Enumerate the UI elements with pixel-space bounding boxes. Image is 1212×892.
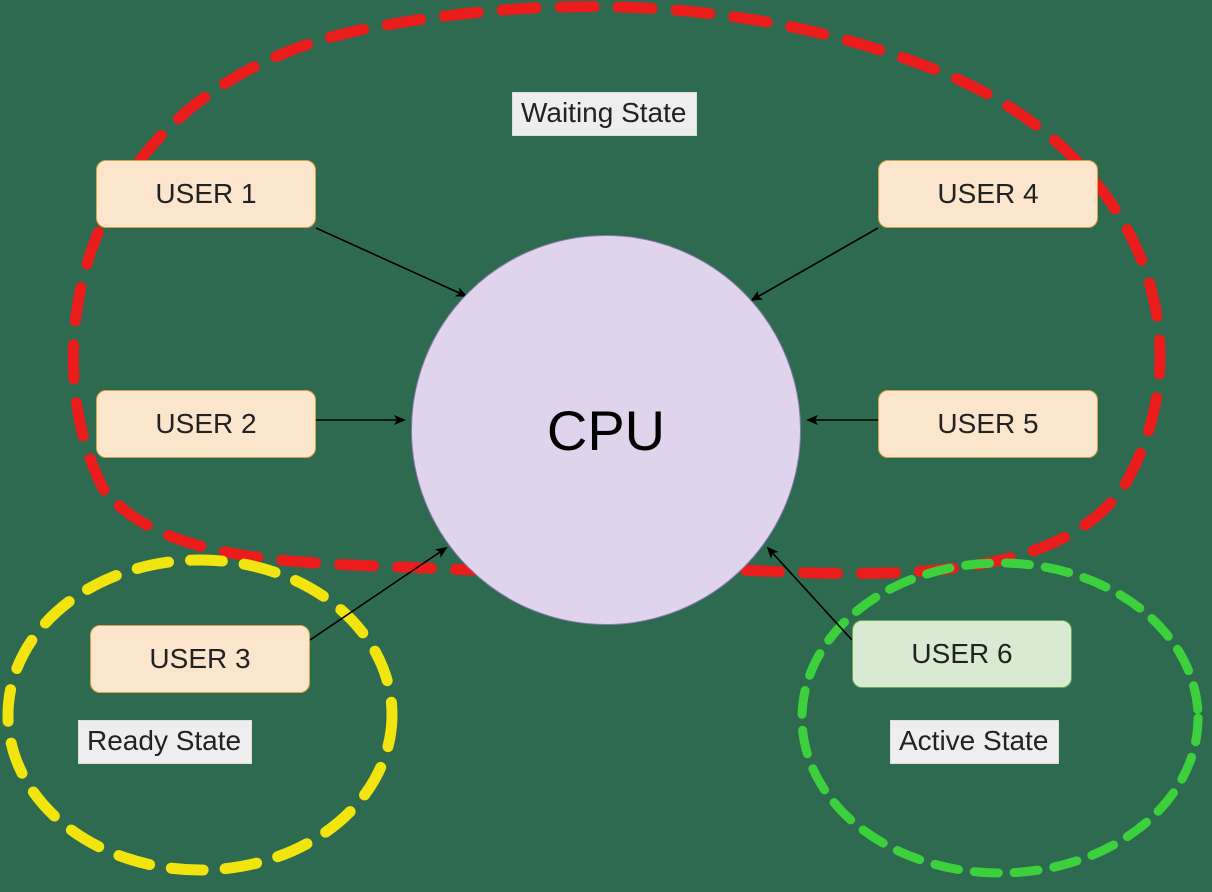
arrow-user3 xyxy=(310,548,446,640)
user-box-5: USER 5 xyxy=(878,390,1098,458)
ready-state-label: Ready State xyxy=(78,720,252,764)
cpu-node: CPU xyxy=(411,235,801,625)
user-label: USER 3 xyxy=(149,643,250,675)
user-label: USER 6 xyxy=(911,638,1012,670)
user-label: USER 5 xyxy=(937,408,1038,440)
diagram-canvas: CPU USER 1 USER 2 USER 3 USER 4 USER 5 U… xyxy=(0,0,1212,892)
arrow-user1 xyxy=(316,228,466,296)
user-box-6: USER 6 xyxy=(852,620,1072,688)
arrow-user6 xyxy=(768,548,852,640)
active-state-label: Active State xyxy=(890,720,1059,764)
active-group xyxy=(802,563,1198,873)
user-box-1: USER 1 xyxy=(96,160,316,228)
user-box-4: USER 4 xyxy=(878,160,1098,228)
state-text: Active State xyxy=(899,725,1048,756)
cpu-label: CPU xyxy=(547,398,665,463)
waiting-state-label: Waiting State xyxy=(512,92,697,136)
state-text: Ready State xyxy=(87,725,241,756)
user-box-2: USER 2 xyxy=(96,390,316,458)
ready-group xyxy=(8,560,392,870)
state-text: Waiting State xyxy=(521,97,686,128)
user-label: USER 2 xyxy=(155,408,256,440)
user-label: USER 4 xyxy=(937,178,1038,210)
user-box-3: USER 3 xyxy=(90,625,310,693)
arrow-user4 xyxy=(752,228,878,300)
user-label: USER 1 xyxy=(155,178,256,210)
